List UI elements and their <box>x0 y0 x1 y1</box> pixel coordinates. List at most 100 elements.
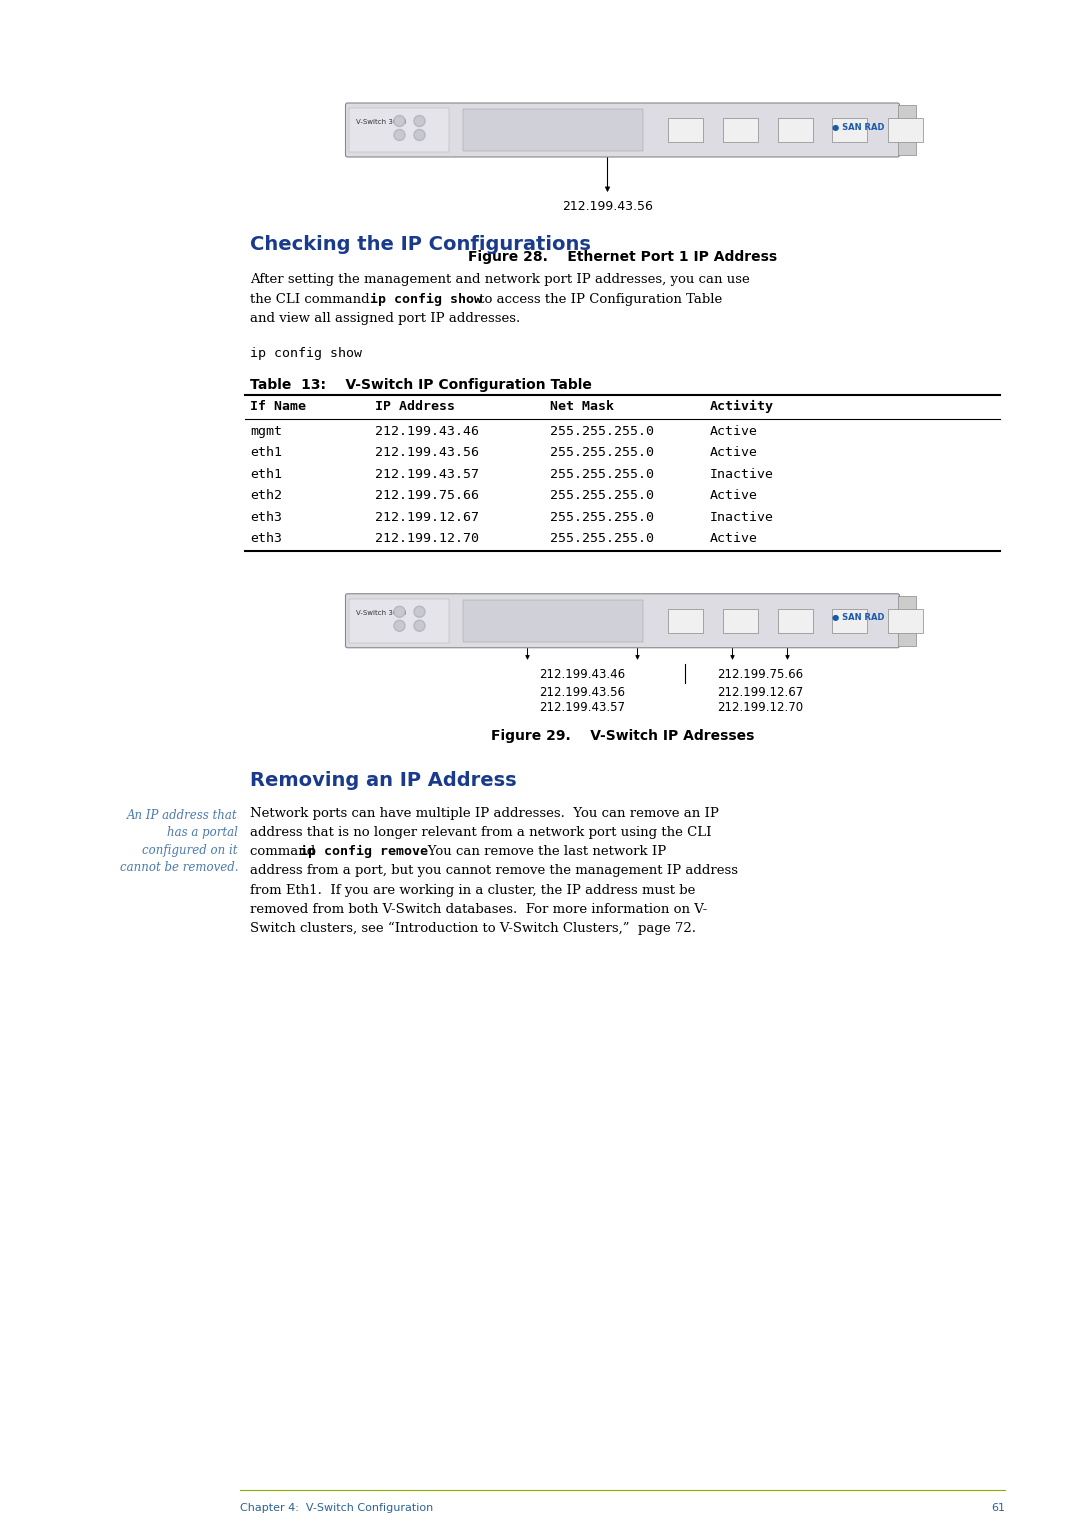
Text: cannot be removed.: cannot be removed. <box>120 862 238 874</box>
Text: Activity: Activity <box>710 400 774 414</box>
Text: to access the IP Configuration Table: to access the IP Configuration Table <box>475 292 723 306</box>
Text: ● SAN RAD: ● SAN RAD <box>833 613 885 622</box>
Text: ip config show: ip config show <box>370 292 482 306</box>
Text: 212.199.43.56: 212.199.43.56 <box>540 686 625 698</box>
Bar <box>350 599 449 643</box>
Text: ● SAN RAD: ● SAN RAD <box>833 122 885 131</box>
Text: eth1: eth1 <box>249 446 282 460</box>
Circle shape <box>414 116 426 127</box>
Text: configured on it: configured on it <box>143 843 238 857</box>
Text: 255.255.255.0: 255.255.255.0 <box>550 532 654 545</box>
Bar <box>667 608 702 633</box>
Bar <box>723 608 757 633</box>
Text: 212.199.12.67: 212.199.12.67 <box>375 510 480 524</box>
Circle shape <box>394 620 405 631</box>
Text: ip config show: ip config show <box>249 347 362 361</box>
Text: the CLI command: the CLI command <box>249 292 374 306</box>
Text: command: command <box>249 845 320 859</box>
Text: IP Address: IP Address <box>375 400 455 413</box>
Text: Inactive: Inactive <box>710 468 774 481</box>
Text: Figure 28.    Ethernet Port 1 IP Address: Figure 28. Ethernet Port 1 IP Address <box>468 251 778 264</box>
Text: Active: Active <box>710 425 758 439</box>
Bar <box>462 108 643 151</box>
Text: V-Switch 3000: V-Switch 3000 <box>355 119 406 125</box>
Bar <box>462 601 643 642</box>
Text: 255.255.255.0: 255.255.255.0 <box>550 510 654 524</box>
Text: 255.255.255.0: 255.255.255.0 <box>550 446 654 460</box>
Text: 212.199.43.57: 212.199.43.57 <box>540 701 625 714</box>
Circle shape <box>395 131 404 139</box>
Text: 212.199.12.70: 212.199.12.70 <box>717 701 804 714</box>
Circle shape <box>416 608 423 616</box>
Text: Removing an IP Address: Removing an IP Address <box>249 770 516 790</box>
Circle shape <box>416 118 423 125</box>
Text: address that is no longer relevant from a network port using the CLI: address that is no longer relevant from … <box>249 827 712 839</box>
Circle shape <box>414 607 426 617</box>
Text: 212.199.75.66: 212.199.75.66 <box>717 668 804 681</box>
Text: 10224: 10224 <box>904 121 909 139</box>
Text: 212.199.12.70: 212.199.12.70 <box>375 532 480 545</box>
Text: V-Switch 3000: V-Switch 3000 <box>355 610 406 616</box>
Text: eth1: eth1 <box>249 468 282 481</box>
Circle shape <box>394 116 405 127</box>
Text: from Eth1.  If you are working in a cluster, the IP address must be: from Eth1. If you are working in a clust… <box>249 883 696 897</box>
Bar <box>778 608 812 633</box>
Circle shape <box>416 131 423 139</box>
Text: removed from both V-Switch databases.  For more information on V-: removed from both V-Switch databases. Fo… <box>249 903 707 915</box>
Text: eth3: eth3 <box>249 532 282 545</box>
Text: address from a port, but you cannot remove the management IP address: address from a port, but you cannot remo… <box>249 865 738 877</box>
Bar <box>350 108 449 151</box>
Circle shape <box>394 130 405 141</box>
Text: Inactive: Inactive <box>710 510 774 524</box>
Text: 212.199.43.56: 212.199.43.56 <box>375 446 480 460</box>
Text: 255.255.255.0: 255.255.255.0 <box>550 468 654 481</box>
Bar <box>723 118 757 142</box>
Circle shape <box>394 607 405 617</box>
Text: 212.199.43.57: 212.199.43.57 <box>375 468 480 481</box>
Text: 212.199.43.46: 212.199.43.46 <box>539 668 625 681</box>
Bar <box>888 118 922 142</box>
Text: After setting the management and network port IP addresses, you can use: After setting the management and network… <box>249 274 750 286</box>
FancyBboxPatch shape <box>346 102 900 157</box>
Text: Active: Active <box>710 489 758 503</box>
Circle shape <box>395 622 404 630</box>
Text: Active: Active <box>710 446 758 460</box>
Bar <box>778 118 812 142</box>
Text: mgmt: mgmt <box>249 425 282 439</box>
Text: If Name: If Name <box>249 400 306 413</box>
Text: Switch clusters, see “Introduction to V-Switch Clusters,”  page 72.: Switch clusters, see “Introduction to V-… <box>249 921 696 935</box>
Text: 255.255.255.0: 255.255.255.0 <box>550 425 654 439</box>
Text: eth3: eth3 <box>249 510 282 524</box>
Text: Chapter 4:  V-Switch Configuration: Chapter 4: V-Switch Configuration <box>240 1504 433 1513</box>
Text: and view all assigned port IP addresses.: and view all assigned port IP addresses. <box>249 312 521 325</box>
Text: 61: 61 <box>991 1504 1005 1513</box>
Text: eth2: eth2 <box>249 489 282 503</box>
Bar <box>667 118 702 142</box>
Bar <box>833 608 867 633</box>
Text: 212.199.43.46: 212.199.43.46 <box>375 425 480 439</box>
FancyBboxPatch shape <box>346 594 900 648</box>
Text: 10225: 10225 <box>904 613 909 630</box>
Text: Figure 29.    V-Switch IP Adresses: Figure 29. V-Switch IP Adresses <box>490 729 754 743</box>
Text: Table  13:    V-Switch IP Configuration Table: Table 13: V-Switch IP Configuration Tabl… <box>249 379 592 393</box>
Bar <box>897 105 916 154</box>
Circle shape <box>414 620 426 631</box>
Text: Active: Active <box>710 532 758 545</box>
Text: 212.199.12.67: 212.199.12.67 <box>717 686 804 698</box>
Text: .  You can remove the last network IP: . You can remove the last network IP <box>415 845 666 859</box>
Circle shape <box>395 608 404 616</box>
Bar <box>897 596 916 646</box>
Text: has a portal: has a portal <box>167 827 238 839</box>
Circle shape <box>395 118 404 125</box>
Text: 255.255.255.0: 255.255.255.0 <box>550 489 654 503</box>
Text: Checking the IP Configurations: Checking the IP Configurations <box>249 235 591 254</box>
Text: ip config remove: ip config remove <box>299 845 428 859</box>
Circle shape <box>416 622 423 630</box>
Bar <box>888 608 922 633</box>
Circle shape <box>414 130 426 141</box>
Text: Net Mask: Net Mask <box>550 400 615 413</box>
Bar <box>833 118 867 142</box>
Text: Network ports can have multiple IP addresses.  You can remove an IP: Network ports can have multiple IP addre… <box>249 807 719 819</box>
Text: 212.199.43.56: 212.199.43.56 <box>562 200 653 212</box>
Text: 212.199.75.66: 212.199.75.66 <box>375 489 480 503</box>
